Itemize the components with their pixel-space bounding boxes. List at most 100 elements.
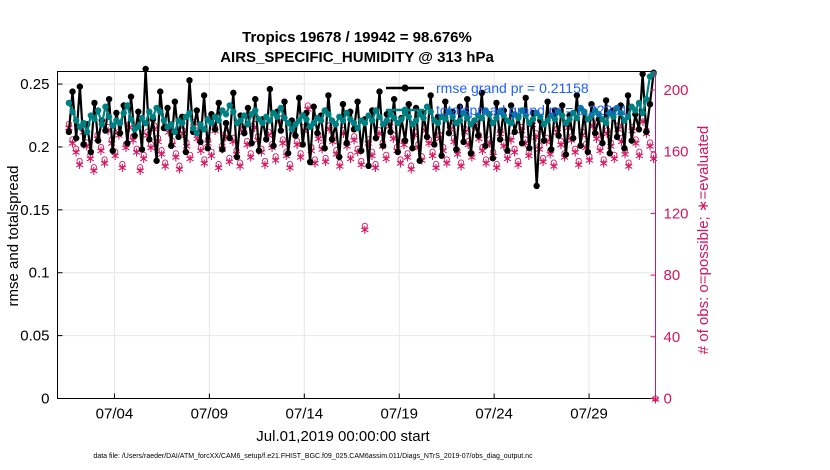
obs-evaluated-point: ∗	[334, 160, 345, 175]
obs-evaluated-point: ∗	[406, 163, 417, 178]
x-axis-ticks: 07/04 07/09 07/14 07/19 07/24 07/29	[96, 393, 608, 423]
rmse-point	[559, 102, 566, 109]
obs-evaluated-point: ∗	[584, 153, 595, 168]
obs-evaluated-point: ∗	[281, 149, 292, 164]
right-y-tick-label: 200	[664, 82, 689, 99]
obs-evaluated-point: ∗	[520, 136, 531, 151]
rmse-point	[507, 102, 515, 109]
rmse-point	[127, 93, 135, 100]
totalspread-point	[317, 117, 325, 124]
obs-evaluated-point: ∗	[88, 164, 99, 179]
obs-possible-point	[361, 222, 368, 229]
left-y-axis-label: rmse and totalspread	[5, 166, 22, 307]
totalspread-point	[200, 126, 208, 133]
obs-evaluated-point: ∗	[463, 138, 474, 153]
obs-evaluated-point: ∗	[570, 146, 581, 161]
obs-evaluated-point: ∗	[206, 149, 217, 164]
totalspread-point	[518, 107, 526, 114]
rmse-point	[146, 136, 153, 143]
rmse-point	[540, 137, 548, 144]
obs-possible-point	[297, 150, 304, 157]
totalspread-point	[442, 116, 449, 123]
obs-evaluated-point: ∗	[345, 152, 356, 167]
obs-evaluated-point: ∗	[506, 133, 517, 148]
rmse-point	[409, 145, 416, 152]
totalspread-point	[91, 116, 98, 123]
obs-evaluated-point: ∗	[160, 160, 171, 175]
obs-possible-point	[540, 154, 547, 161]
rmse-point	[504, 147, 511, 154]
obs-evaluated-point: ∗	[260, 158, 271, 173]
x-tick-label: 07/24	[475, 406, 513, 423]
rmse-point	[193, 107, 200, 114]
rmse-point	[482, 142, 489, 149]
rmse-point	[69, 88, 76, 95]
rmse-point	[518, 139, 526, 147]
obs-evaluated-point: ∗	[138, 152, 149, 167]
totalspread-point	[83, 128, 91, 136]
obs-evaluated-point: ∗	[374, 127, 385, 142]
right-y-tick-label: 160	[664, 144, 689, 161]
obs-evaluated-point: ∗	[477, 144, 488, 159]
obs-possible-point	[347, 151, 354, 158]
totalspread-point	[493, 114, 500, 122]
totalspread-point	[142, 119, 149, 127]
rmse-point	[153, 157, 160, 164]
rmse-point	[321, 145, 328, 152]
left-y-tick-label: 0.25	[20, 76, 49, 93]
obs-evaluated-point: ∗	[284, 161, 295, 176]
obs-evaluated-point: ∗	[185, 152, 196, 167]
obs-evaluated-point: ∗	[145, 141, 156, 156]
obs-evaluated-point: ∗	[623, 160, 634, 175]
chart-title-line2: AIRS_SPECIFIC_HUMIDITY @ 313 hPa	[220, 49, 494, 66]
totalspread-point	[109, 122, 116, 129]
totalspread-point	[544, 117, 551, 124]
totalspread-point	[288, 126, 296, 133]
obs-evaluated-point: ∗	[602, 127, 613, 142]
rmse-point	[241, 129, 248, 137]
rmse-point	[157, 88, 164, 95]
obs-evaluated-point: ∗	[555, 138, 566, 153]
rmse-point	[555, 132, 562, 139]
rmse-point	[464, 95, 471, 103]
totalspread-point	[94, 107, 102, 114]
obs-evaluated-point: ∗	[320, 155, 331, 170]
rmse-point	[467, 150, 475, 157]
obs-evaluated-point: ∗	[342, 140, 353, 155]
rmse-point	[584, 148, 592, 156]
obs-possible-point	[600, 156, 607, 163]
rmse-point	[570, 134, 577, 142]
obs-evaluated-point: ∗	[71, 146, 82, 161]
obs-evaluated-point: ∗	[609, 152, 620, 167]
totalspread-point	[566, 116, 573, 123]
obs-possible-point	[162, 159, 169, 166]
rmse-point	[94, 137, 102, 144]
obs-evaluated-point: ∗	[402, 150, 413, 165]
right-y-tick-label: 0	[664, 391, 672, 408]
obs-possible-point	[557, 137, 564, 144]
obs-evaluated-point: ∗	[317, 143, 328, 158]
totalspread-point	[127, 116, 135, 123]
obs-possible-point	[550, 159, 557, 166]
obs-evaluated-point: ∗	[516, 124, 527, 139]
totalspread-point	[80, 119, 87, 127]
obs-evaluated-point: ∗	[648, 152, 659, 167]
rmse-point	[80, 141, 87, 148]
obs-evaluated-point: ∗	[292, 138, 303, 153]
rmse-point	[405, 101, 412, 108]
totalspread-point	[295, 117, 303, 124]
obs-possible-point	[351, 133, 358, 140]
totalspread-point	[624, 113, 632, 120]
obs-evaluated-point: ∗	[591, 132, 602, 147]
obs-evaluated-point: ∗	[74, 158, 85, 173]
totalspread-point	[602, 119, 610, 127]
rmse-point	[310, 103, 317, 110]
rmse-point	[336, 153, 343, 161]
obs-evaluated-point: ∗	[427, 149, 438, 164]
obs-evaluated-point: ∗	[110, 149, 121, 164]
rmse-point	[613, 133, 621, 141]
obs-evaluated-point: ∗	[498, 140, 509, 155]
totalspread-point	[456, 117, 464, 124]
obs-possible-point	[137, 164, 144, 171]
obs-evaluated-point: ∗	[120, 141, 131, 156]
